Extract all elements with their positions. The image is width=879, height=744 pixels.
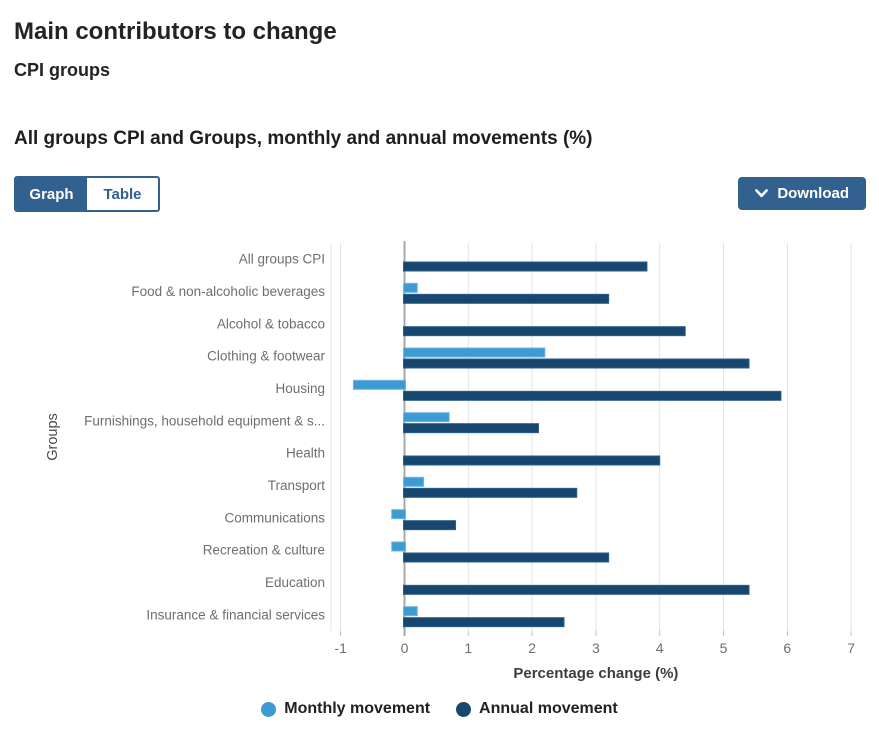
bar-annual[interactable] xyxy=(403,261,648,272)
category-label: Furnishings, household equipment & s... xyxy=(84,413,325,428)
category-label: Communications xyxy=(224,510,325,525)
category-label: Clothing & footwear xyxy=(207,349,325,364)
chart-legend: Monthly movement Annual movement xyxy=(0,700,879,718)
monthly-swatch-icon xyxy=(261,701,277,717)
category-label: Health xyxy=(286,446,325,461)
x-axis-title: Percentage change (%) xyxy=(513,665,678,682)
category-label: All groups CPI xyxy=(239,252,325,267)
x-tick-label: 6 xyxy=(783,640,791,656)
bar-monthly[interactable] xyxy=(403,282,418,293)
bar-monthly[interactable] xyxy=(403,476,425,487)
legend-item-monthly[interactable]: Monthly movement xyxy=(261,700,430,718)
chevron-down-icon xyxy=(755,189,769,198)
bar-monthly[interactable] xyxy=(391,541,406,552)
bar-monthly[interactable] xyxy=(403,412,450,423)
annual-swatch-icon xyxy=(456,701,472,717)
category-label: Alcohol & tobacco xyxy=(217,316,325,331)
page-subtitle: CPI groups xyxy=(14,60,111,80)
bar-annual[interactable] xyxy=(403,293,610,304)
x-tick-label: 7 xyxy=(847,640,855,656)
bar-annual[interactable] xyxy=(403,552,610,563)
legend-label-monthly: Monthly movement xyxy=(284,700,431,717)
x-tick-label: 3 xyxy=(592,640,600,656)
bar-monthly[interactable] xyxy=(403,606,418,617)
table-tab[interactable]: Table xyxy=(87,178,158,210)
bar-annual[interactable] xyxy=(403,326,686,337)
bar-annual[interactable] xyxy=(403,455,661,466)
page-title: Main contributors to change xyxy=(14,18,337,45)
chart-heading: All groups CPI and Groups, monthly and a… xyxy=(14,128,593,149)
x-tick-label: 2 xyxy=(528,640,536,656)
x-tick-label: 1 xyxy=(464,640,472,656)
bar-monthly[interactable] xyxy=(403,347,546,358)
x-tick-label: 0 xyxy=(401,640,409,656)
legend-item-annual[interactable]: Annual movement xyxy=(456,700,618,718)
download-button[interactable]: Download xyxy=(738,177,866,210)
y-axis-title: Groups xyxy=(45,413,61,461)
category-label: Recreation & culture xyxy=(203,543,325,558)
category-label: Food & non-alcoholic beverages xyxy=(131,284,325,299)
download-button-label: Download xyxy=(777,185,849,202)
bar-annual[interactable] xyxy=(403,390,782,401)
bar-chart: -1 0 1 2 3 4 5 6 7 All groups CPI Food & non-alcoh… xyxy=(45,241,855,682)
bar-annual[interactable] xyxy=(403,520,457,531)
bar-annual[interactable] xyxy=(403,423,539,434)
category-label: Housing xyxy=(275,381,325,396)
category-label: Insurance & financial services xyxy=(146,607,325,622)
bar-annual[interactable] xyxy=(403,487,578,498)
x-tick-label: -1 xyxy=(334,640,347,656)
bar-annual[interactable] xyxy=(403,584,750,595)
category-label: Transport xyxy=(268,478,326,493)
graph-tab[interactable]: Graph xyxy=(16,178,87,210)
x-tick-label: 5 xyxy=(720,640,728,656)
category-label: Education xyxy=(265,575,325,590)
bar-monthly[interactable] xyxy=(391,509,406,520)
graph-table-toggle: Graph Table xyxy=(14,176,160,212)
x-tick-label: 4 xyxy=(656,640,664,656)
bar-annual[interactable] xyxy=(403,358,750,369)
bar-annual[interactable] xyxy=(403,617,565,628)
bar-monthly[interactable] xyxy=(352,379,406,390)
legend-label-annual: Annual movement xyxy=(479,700,618,717)
